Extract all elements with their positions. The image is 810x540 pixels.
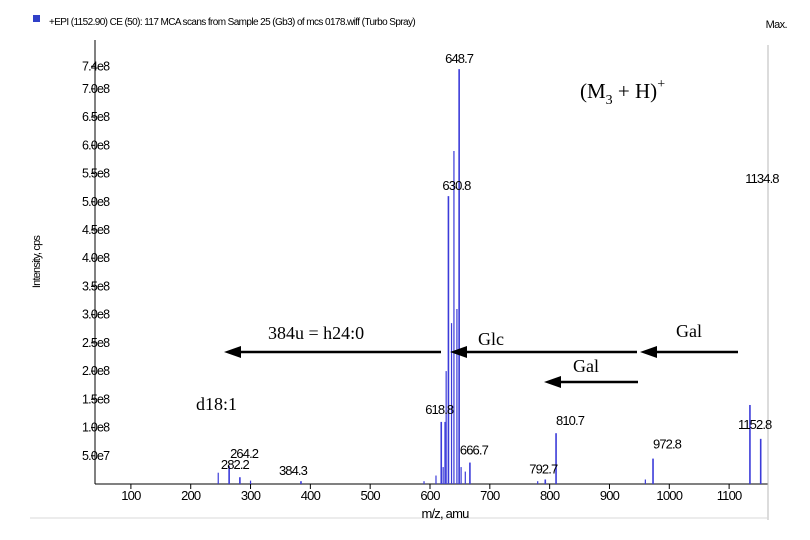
y-axis-label: Intensity, cps <box>31 235 43 288</box>
sphingoid-label: d18:1 <box>196 394 237 414</box>
x-tick-label: 300 <box>241 488 261 503</box>
y-tick-label: 1.0e8 <box>82 421 110 435</box>
y-tick-label: 7.4e8 <box>82 59 110 73</box>
x-axis-label: m/z, amu <box>421 506 469 521</box>
y-tick-label: 7.0e8 <box>82 82 110 96</box>
arrow-gal-upper-head <box>640 346 657 358</box>
ion-annotation: (M3 + H)+ <box>580 77 665 108</box>
x-tick-labels: 100 200 300 400 500 600 700 800 900 1000 1100 <box>121 484 743 503</box>
x-tick-label: 400 <box>301 488 321 503</box>
x-tick-label: 100 <box>121 488 141 503</box>
gal-lower-label: Gal <box>573 356 599 376</box>
peak-label-282.2: 282.2 <box>221 457 250 472</box>
peak-labels: 648.7 630.8 618.8 666.7 810.7 792.7 972.8 1152.… <box>221 51 780 478</box>
peak-label-972.8: 972.8 <box>653 437 682 452</box>
x-tick-label: 200 <box>181 488 201 503</box>
peak-label-1134.8: 1134.8 <box>745 171 779 186</box>
arrow-gal-lower-head <box>544 376 561 388</box>
x-tick-label: 600 <box>420 488 440 503</box>
glc-label: Glc <box>478 329 504 349</box>
y-tick-label: 5.5e8 <box>82 167 110 181</box>
x-tick-label: 500 <box>361 488 381 503</box>
peak-label-618.8: 618.8 <box>425 402 454 417</box>
y-tick-label: 4.0e8 <box>82 251 110 265</box>
y-tick-label: 2.5e8 <box>82 336 110 350</box>
x-tick-label: 1000 <box>656 488 682 503</box>
arrow-glc-head <box>450 346 467 358</box>
header-marker <box>33 15 40 22</box>
labelled-peaks <box>228 69 762 484</box>
peak-label-1152.8: 1152.8 <box>738 417 772 432</box>
max-label: Max. <box>766 19 788 31</box>
arrow-ceramide-head <box>224 346 241 358</box>
minor-peaks <box>217 150 646 484</box>
x-tick-label: 700 <box>480 488 500 503</box>
ceramide-loss-label: 384u = h24:0 <box>268 323 364 343</box>
peak-label-630.8: 630.8 <box>442 178 471 193</box>
y-tick-label: 4.5e8 <box>82 223 110 237</box>
y-tick-label: 5.0e8 <box>82 195 110 209</box>
y-tick-label: 1.5e8 <box>82 392 110 406</box>
ion-subscript: 3 <box>606 93 613 108</box>
peak-label-666.7: 666.7 <box>460 443 489 458</box>
peak-label-384.3: 384.3 <box>279 463 308 478</box>
ion-text-main: (M <box>580 79 606 103</box>
y-tick-label: 6.5e8 <box>82 110 110 124</box>
scan-title: +EPI (1152.90) CE (50): 117 MCA scans fr… <box>49 17 415 28</box>
y-tick-label: 2.0e8 <box>82 364 110 378</box>
y-tick-label: 5.0e7 <box>82 449 110 463</box>
ion-superscript: + <box>657 77 665 92</box>
x-tick-label: 800 <box>540 488 560 503</box>
peak-label-648.7: 648.7 <box>445 51 474 66</box>
peak-label-810.7: 810.7 <box>556 413 585 428</box>
y-tick-label: 3.5e8 <box>82 279 110 293</box>
peak-label-792.7: 792.7 <box>529 461 558 476</box>
ion-text-mid: + H) <box>613 79 658 103</box>
y-tick-labels: 7.4e8 7.0e8 6.5e8 6.0e8 5.5e8 5.0e8 4.5e8 4.0e8… <box>82 59 111 463</box>
gal-upper-label: Gal <box>676 321 702 341</box>
y-tick-label: 3.0e8 <box>82 308 110 322</box>
peak-label-264.2: 264.2 <box>230 446 259 461</box>
x-tick-label: 1100 <box>717 488 742 503</box>
x-tick-label: 900 <box>600 488 620 503</box>
y-tick-label: 6.0e8 <box>82 138 110 152</box>
